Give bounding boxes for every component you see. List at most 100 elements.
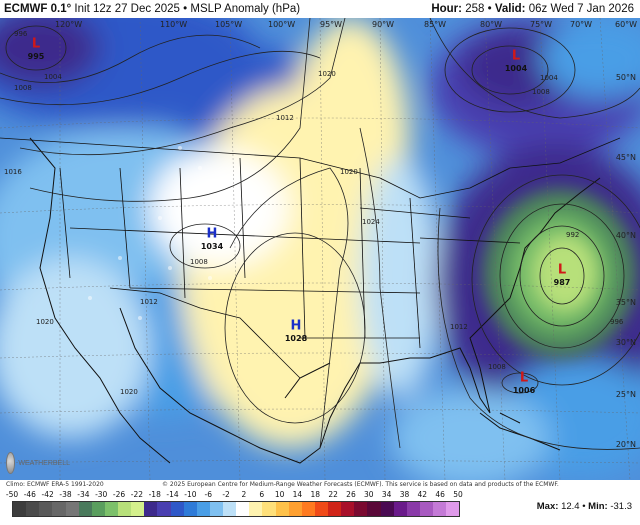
isobar-label: 1020 [340,168,358,176]
colorbar-swatch [354,502,368,516]
colorbar-tick-label: -22 [130,490,143,499]
low-center-value: 1006 [512,386,536,395]
map-svg [0,18,640,480]
colorbar-tick-label: 46 [435,490,445,499]
colorbar-tick-label: 30 [364,490,374,499]
colorbar-swatch [314,502,328,516]
colorbar-swatch [341,502,355,516]
colorbar-swatch [393,502,407,516]
isobar-label: 1012 [276,114,294,122]
footer-line: Climo: ECMWF ERA-5 1991-2020 © 2025 Euro… [0,480,640,489]
colorbar-swatch [328,502,342,516]
colorbar-tick-label: -10 [184,490,197,499]
hour-label: Hour: [431,3,462,15]
header-left: ECMWF 0.1° Init 12z 27 Dec 2025 • MSLP A… [0,3,300,15]
globe-icon [6,452,16,474]
colorbar-swatch [118,502,132,516]
colorbar-area: -50 -46 -42 -38 -34 -30 -26 -22 -18 -14 -10 -6 -2 2 6 1… [0,489,640,525]
low-center-value: 995 [27,52,45,61]
isobar-label: 1020 [36,318,54,326]
isobar-label: 992 [566,231,580,239]
colorbar-tick-label: 18 [310,490,321,499]
isobar-label: 1004 [44,73,62,81]
colorbar-tick-label: 2 [241,490,247,499]
min-value: -31.3 [610,501,632,512]
max-min-readout: Max: 12.4 • Min: -31.3 [536,501,632,512]
graticule [0,18,640,480]
low-center-marker: L [31,36,41,52]
colorbar-swatch [144,502,158,516]
header-right: Hour: 258 • Valid: 06z Wed 7 Jan 2026 [431,3,640,15]
isobar-label: 996 [610,318,624,326]
lat-label: 30°N [615,338,636,347]
colorbar-tick-label: -26 [112,490,126,499]
colorbar-swatch [446,502,460,516]
isobar-label: 996 [14,30,28,38]
colorbar-swatch [157,502,171,516]
colorbar-swatch [104,502,118,516]
colorbar-tick-label: 26 [346,490,356,499]
colorbar-swatch [433,502,447,516]
colorbar-swatch [406,502,420,516]
hour-value: 258 [465,3,485,15]
lat-label: 20°N [615,440,636,449]
isobar-label: 1008 [532,88,550,96]
colorbar [12,501,460,517]
colorbar-swatch [170,502,184,516]
high-center-marker: H [206,226,218,242]
colorbar-tick-label: 50 [453,490,463,499]
lon-label: 100°W [268,20,296,29]
low-center-marker: L [519,370,529,386]
colorbar-tick-label: -34 [77,490,90,499]
terrain-noise [88,146,212,320]
high-center-value: 1028 [284,334,308,343]
colorbar-swatch [39,502,53,516]
colorbar-swatch [249,502,263,516]
colorbar-swatch [26,502,40,516]
colorbar-tick-label: -6 [204,490,212,499]
colorbar-swatch [65,502,79,516]
min-label: Min: [588,501,608,512]
colorbar-tick-label: -30 [95,490,108,499]
colorbar-tick-labels: -50 -46 -42 -38 -34 -30 -26 -22 -18 -14 -10 -6 -2 2 6 1… [6,490,463,500]
weatherbell-logo: WEATHERBELL [6,450,70,476]
isobar-label: 1016 [4,168,22,176]
isobar-label: 1008 [14,84,32,92]
colorbar-tick-label: 38 [399,490,410,499]
high-center-marker: H [290,318,302,334]
colorbar-tick-label: 42 [417,490,428,499]
lat-label: 40°N [615,231,636,240]
isobar-label: 1020 [318,70,336,78]
lon-label: 110°W [160,20,188,29]
product-name: MSLP Anomaly (hPa) [190,3,301,15]
colorbar-swatch [380,502,394,516]
colorbar-swatch [419,502,433,516]
header-bar: ECMWF 0.1° Init 12z 27 Dec 2025 • MSLP A… [0,0,640,18]
colorbar-tick-label: -18 [148,490,161,499]
isobar-label: 1012 [140,298,158,306]
isobar-label: 1008 [190,258,208,266]
colorbar-swatch [236,502,250,516]
colorbar-swatch [262,502,276,516]
colorbar-swatch [223,502,237,516]
climo-note: Climo: ECMWF ERA-5 1991-2020 [6,481,104,488]
colorbar-tick-label: 34 [381,490,392,499]
colorbar-tick-label: -46 [23,490,36,499]
colorbar-swatch [367,502,381,516]
colorbar-tick-label: 14 [292,490,303,499]
separator: • [183,3,188,15]
colorbar-tick-label: 6 [259,490,265,499]
isobars [0,18,640,450]
anomaly-field [0,18,640,480]
colorbar-swatch [288,502,302,516]
borders [0,137,621,379]
valid-label: Valid: [494,3,526,15]
lat-label: 45°N [615,153,636,162]
isobar-label: 1004 [540,74,558,82]
lon-label: 75°W [530,20,553,29]
lon-label: 105°W [215,20,243,29]
init-time: Init 12z 27 Dec 2025 [74,3,180,15]
isobar-label: 1012 [450,323,468,331]
colorbar-tick-label: 10 [274,490,285,499]
colorbar-tick-label: -42 [41,490,54,499]
